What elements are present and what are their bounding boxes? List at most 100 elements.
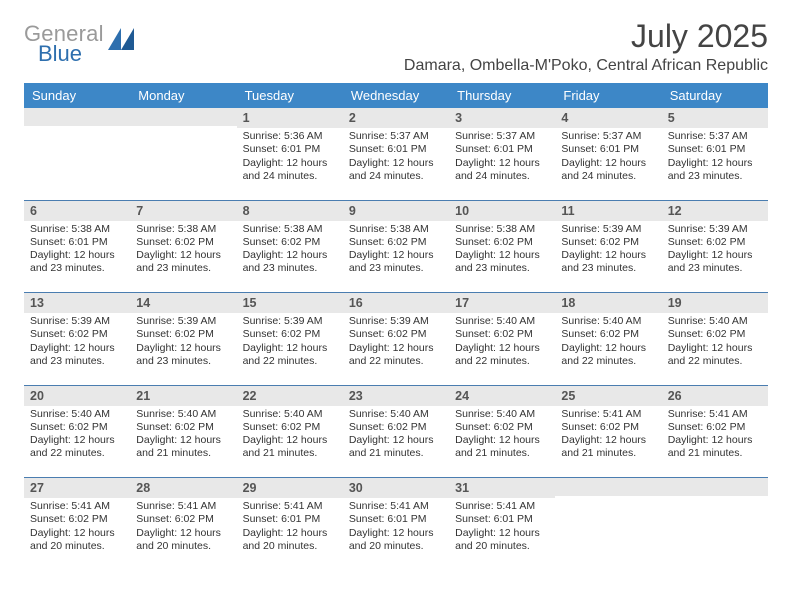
- day-number: 3: [449, 108, 555, 128]
- day-body: Sunrise: 5:39 AMSunset: 6:02 PMDaylight:…: [343, 313, 449, 372]
- sunset-text: Sunset: 6:01 PM: [455, 513, 549, 526]
- weekday-row: SundayMondayTuesdayWednesdayThursdayFrid…: [24, 83, 768, 108]
- day-cell: 27Sunrise: 5:41 AMSunset: 6:02 PMDayligh…: [24, 478, 130, 570]
- day-cell: 2Sunrise: 5:37 AMSunset: 6:01 PMDaylight…: [343, 108, 449, 200]
- logo-line2: Blue: [38, 44, 104, 64]
- day-body: Sunrise: 5:40 AMSunset: 6:02 PMDaylight:…: [449, 406, 555, 465]
- day-cell: 24Sunrise: 5:40 AMSunset: 6:02 PMDayligh…: [449, 386, 555, 478]
- day-body: Sunrise: 5:37 AMSunset: 6:01 PMDaylight:…: [555, 128, 661, 187]
- day-body: Sunrise: 5:39 AMSunset: 6:02 PMDaylight:…: [662, 221, 768, 280]
- day-cell: 5Sunrise: 5:37 AMSunset: 6:01 PMDaylight…: [662, 108, 768, 200]
- day-cell: [555, 478, 661, 570]
- day-number: 18: [555, 293, 661, 313]
- week-row: 13Sunrise: 5:39 AMSunset: 6:02 PMDayligh…: [24, 293, 768, 385]
- daylight-text: Daylight: 12 hours and 23 minutes.: [668, 249, 762, 275]
- weekday-header: Tuesday: [237, 83, 343, 108]
- weekday-header: Saturday: [662, 83, 768, 108]
- daylight-text: Daylight: 12 hours and 20 minutes.: [455, 527, 549, 553]
- sunrise-text: Sunrise: 5:39 AM: [349, 315, 443, 328]
- day-number: 22: [237, 386, 343, 406]
- calendar-table: SundayMondayTuesdayWednesdayThursdayFrid…: [24, 83, 768, 570]
- day-number: 27: [24, 478, 130, 498]
- sunrise-text: Sunrise: 5:39 AM: [30, 315, 124, 328]
- logo-text: General Blue: [24, 24, 104, 64]
- day-cell: 22Sunrise: 5:40 AMSunset: 6:02 PMDayligh…: [237, 386, 343, 478]
- day-number: 19: [662, 293, 768, 313]
- sunrise-text: Sunrise: 5:38 AM: [455, 223, 549, 236]
- day-body: Sunrise: 5:41 AMSunset: 6:02 PMDaylight:…: [24, 498, 130, 557]
- sunset-text: Sunset: 6:02 PM: [349, 236, 443, 249]
- day-cell: 28Sunrise: 5:41 AMSunset: 6:02 PMDayligh…: [130, 478, 236, 570]
- sunset-text: Sunset: 6:02 PM: [455, 236, 549, 249]
- week-row: 27Sunrise: 5:41 AMSunset: 6:02 PMDayligh…: [24, 478, 768, 570]
- day-cell: 16Sunrise: 5:39 AMSunset: 6:02 PMDayligh…: [343, 293, 449, 385]
- day-body: Sunrise: 5:41 AMSunset: 6:01 PMDaylight:…: [449, 498, 555, 557]
- sunrise-text: Sunrise: 5:39 AM: [243, 315, 337, 328]
- week-row: 6Sunrise: 5:38 AMSunset: 6:01 PMDaylight…: [24, 201, 768, 293]
- sunset-text: Sunset: 6:02 PM: [30, 513, 124, 526]
- daylight-text: Daylight: 12 hours and 23 minutes.: [561, 249, 655, 275]
- daylight-text: Daylight: 12 hours and 23 minutes.: [136, 249, 230, 275]
- day-cell: 13Sunrise: 5:39 AMSunset: 6:02 PMDayligh…: [24, 293, 130, 385]
- day-cell: 10Sunrise: 5:38 AMSunset: 6:02 PMDayligh…: [449, 201, 555, 293]
- day-cell: 18Sunrise: 5:40 AMSunset: 6:02 PMDayligh…: [555, 293, 661, 385]
- day-number: 10: [449, 201, 555, 221]
- location-text: Damara, Ombella-M'Poko, Central African …: [404, 57, 768, 75]
- day-body: Sunrise: 5:39 AMSunset: 6:02 PMDaylight:…: [237, 313, 343, 372]
- day-number: 28: [130, 478, 236, 498]
- daylight-text: Daylight: 12 hours and 21 minutes.: [349, 434, 443, 460]
- day-number: 24: [449, 386, 555, 406]
- sunrise-text: Sunrise: 5:39 AM: [136, 315, 230, 328]
- day-number: 9: [343, 201, 449, 221]
- day-number: 23: [343, 386, 449, 406]
- day-cell: 11Sunrise: 5:39 AMSunset: 6:02 PMDayligh…: [555, 201, 661, 293]
- day-body: Sunrise: 5:41 AMSunset: 6:01 PMDaylight:…: [343, 498, 449, 557]
- day-cell: [130, 108, 236, 200]
- day-cell: 20Sunrise: 5:40 AMSunset: 6:02 PMDayligh…: [24, 386, 130, 478]
- day-cell: 29Sunrise: 5:41 AMSunset: 6:01 PMDayligh…: [237, 478, 343, 570]
- day-number: 5: [662, 108, 768, 128]
- day-cell: 14Sunrise: 5:39 AMSunset: 6:02 PMDayligh…: [130, 293, 236, 385]
- day-cell: 17Sunrise: 5:40 AMSunset: 6:02 PMDayligh…: [449, 293, 555, 385]
- empty-day-number: [555, 478, 661, 496]
- day-body: Sunrise: 5:41 AMSunset: 6:02 PMDaylight:…: [555, 406, 661, 465]
- day-number: 14: [130, 293, 236, 313]
- sunrise-text: Sunrise: 5:37 AM: [455, 130, 549, 143]
- sunset-text: Sunset: 6:02 PM: [243, 328, 337, 341]
- sunrise-text: Sunrise: 5:39 AM: [561, 223, 655, 236]
- day-body: Sunrise: 5:37 AMSunset: 6:01 PMDaylight:…: [343, 128, 449, 187]
- daylight-text: Daylight: 12 hours and 23 minutes.: [136, 342, 230, 368]
- day-number: 1: [237, 108, 343, 128]
- day-body: Sunrise: 5:41 AMSunset: 6:02 PMDaylight:…: [662, 406, 768, 465]
- day-number: 4: [555, 108, 661, 128]
- daylight-text: Daylight: 12 hours and 20 minutes.: [243, 527, 337, 553]
- sunset-text: Sunset: 6:02 PM: [668, 328, 762, 341]
- day-number: 30: [343, 478, 449, 498]
- day-cell: 1Sunrise: 5:36 AMSunset: 6:01 PMDaylight…: [237, 108, 343, 200]
- sunset-text: Sunset: 6:02 PM: [30, 421, 124, 434]
- sunset-text: Sunset: 6:01 PM: [455, 143, 549, 156]
- empty-day-number: [24, 108, 130, 126]
- sunrise-text: Sunrise: 5:38 AM: [243, 223, 337, 236]
- sunrise-text: Sunrise: 5:38 AM: [349, 223, 443, 236]
- day-number: 26: [662, 386, 768, 406]
- sunset-text: Sunset: 6:01 PM: [243, 513, 337, 526]
- weekday-header: Monday: [130, 83, 236, 108]
- day-body: Sunrise: 5:37 AMSunset: 6:01 PMDaylight:…: [662, 128, 768, 187]
- day-cell: [24, 108, 130, 200]
- sunset-text: Sunset: 6:02 PM: [30, 328, 124, 341]
- sunrise-text: Sunrise: 5:40 AM: [668, 315, 762, 328]
- daylight-text: Daylight: 12 hours and 24 minutes.: [349, 157, 443, 183]
- sunrise-text: Sunrise: 5:38 AM: [136, 223, 230, 236]
- daylight-text: Daylight: 12 hours and 22 minutes.: [455, 342, 549, 368]
- sunrise-text: Sunrise: 5:40 AM: [561, 315, 655, 328]
- sunset-text: Sunset: 6:02 PM: [455, 421, 549, 434]
- sunrise-text: Sunrise: 5:41 AM: [455, 500, 549, 513]
- logo-mark-icon: [108, 28, 134, 50]
- sunset-text: Sunset: 6:01 PM: [30, 236, 124, 249]
- day-body: Sunrise: 5:40 AMSunset: 6:02 PMDaylight:…: [449, 313, 555, 372]
- empty-day-number: [130, 108, 236, 126]
- day-body: Sunrise: 5:39 AMSunset: 6:02 PMDaylight:…: [130, 313, 236, 372]
- day-cell: 3Sunrise: 5:37 AMSunset: 6:01 PMDaylight…: [449, 108, 555, 200]
- day-number: 15: [237, 293, 343, 313]
